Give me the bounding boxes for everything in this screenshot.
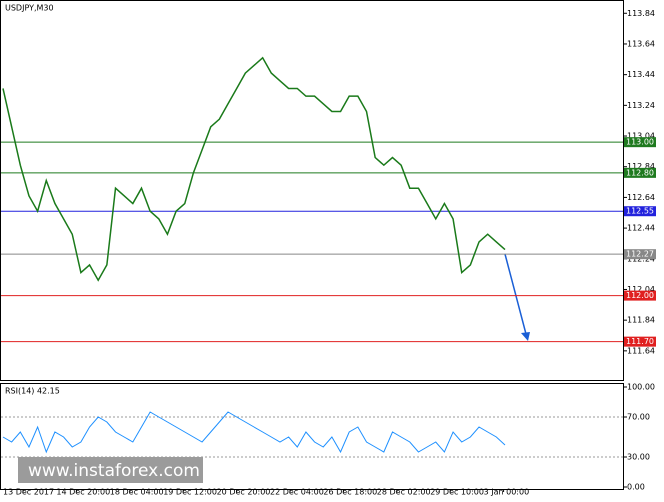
level-label: 111.70 [626,337,654,346]
y-tick-label: 113.44 [627,70,655,79]
y-tick-label: 112.04 [627,285,655,294]
x-tick-label: 14 Dec 20:00 [56,488,110,497]
chart-title: USDJPY,M30 [5,4,54,13]
rsi-line [2,411,506,454]
level-label-box [624,137,656,148]
rsi-tick-label: 0.00 [627,483,645,492]
x-tick-label: 29 Dec 10:00 [430,488,484,497]
rsi-tick-label: 30.00 [627,453,650,462]
arrow-head [521,332,530,341]
x-tick-label: 26 Dec 18:00 [323,488,377,497]
x-tick-label: 18 Dec 04:00 [110,488,164,497]
y-tick-label: 113.04 [627,132,655,141]
price-line [2,56,506,282]
y-tick-label: 113.84 [627,9,655,18]
y-tick-label: 113.64 [627,39,655,48]
level-label: 112.80 [626,168,654,177]
price-panel [0,0,624,381]
y-tick-label: 113.24 [627,101,655,110]
level-label: 112.27 [626,250,654,259]
y-tick-label: 112.44 [627,224,655,233]
level-label-box [624,167,656,178]
rsi-tick-label: 70.00 [627,413,650,422]
watermark: www.instaforex.com [18,457,203,483]
y-tick-label: 112.84 [627,162,655,171]
y-tick-label: 111.64 [627,346,655,355]
y-tick-label: 111.84 [627,316,655,325]
forecast-arrow [504,253,527,335]
x-tick-label: 19 Dec 12:00 [163,488,217,497]
x-tick-label: 22 Dec 04:00 [270,488,324,497]
level-label-box [624,249,656,260]
rsi-panel [0,383,624,490]
rsi-tick-label: 100.00 [627,383,655,392]
y-tick-label: 112.64 [627,193,655,202]
level-label: 112.55 [626,207,654,216]
x-tick-label: 28 Dec 02:00 [377,488,431,497]
watermark-box [18,457,203,483]
rsi-title: RSI(14) 42.15 [5,387,60,396]
level-label: 113.00 [626,138,654,147]
x-tick-label: 13 Dec 2017 [3,488,54,497]
watermark-text: www.instaforex.com [28,461,200,481]
level-label-box [624,290,656,301]
level-label: 112.00 [626,291,654,300]
x-tick-label: 20 Dec 20:00 [217,488,271,497]
x-tick-label: 3 Jan 00:00 [484,488,530,497]
level-label-box [624,206,656,217]
level-label-box [624,336,656,347]
